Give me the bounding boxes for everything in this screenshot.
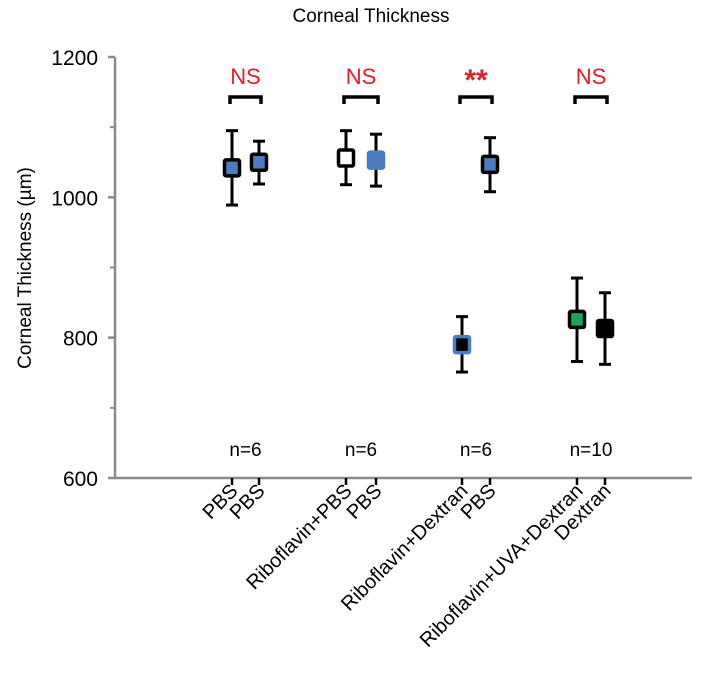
significance-bracket bbox=[228, 95, 263, 104]
mean-marker bbox=[567, 309, 587, 330]
data-point bbox=[222, 129, 242, 207]
mean-marker bbox=[222, 158, 242, 178]
sample-size-label: n=6 bbox=[460, 440, 492, 461]
sample-size-label: n=6 bbox=[345, 440, 377, 461]
data-point bbox=[452, 315, 472, 374]
y-tick-label: 1000 bbox=[51, 187, 98, 210]
data-point bbox=[366, 132, 386, 188]
mean-marker bbox=[480, 154, 500, 175]
significance-bracket bbox=[342, 95, 380, 104]
significance-bracket bbox=[573, 95, 609, 104]
mean-marker bbox=[249, 152, 269, 172]
chart-title: Corneal Thickness bbox=[292, 6, 449, 27]
data-point bbox=[480, 136, 500, 194]
data-point bbox=[249, 139, 269, 186]
y-axis-label: Corneal Thickness (µm) bbox=[15, 167, 36, 369]
data-point bbox=[567, 276, 587, 364]
mean-marker bbox=[336, 148, 356, 168]
data-point bbox=[336, 129, 356, 187]
y-tick-label: 1200 bbox=[51, 47, 98, 70]
y-tick-label: 600 bbox=[63, 468, 98, 491]
data-point bbox=[595, 291, 615, 366]
significance-label: NS bbox=[346, 64, 377, 89]
mean-marker bbox=[452, 334, 472, 355]
significance-label: NS bbox=[576, 64, 607, 89]
sample-size-label: n=6 bbox=[229, 440, 261, 461]
mean-marker bbox=[366, 150, 386, 170]
x-category-label: PBS bbox=[343, 480, 387, 524]
significance-label: NS bbox=[230, 64, 261, 89]
mean-marker bbox=[595, 318, 615, 339]
significance-label: ** bbox=[464, 64, 488, 97]
sample-size-label: n=10 bbox=[570, 440, 613, 461]
y-tick-label: 800 bbox=[63, 328, 98, 351]
significance-bracket bbox=[458, 95, 494, 104]
